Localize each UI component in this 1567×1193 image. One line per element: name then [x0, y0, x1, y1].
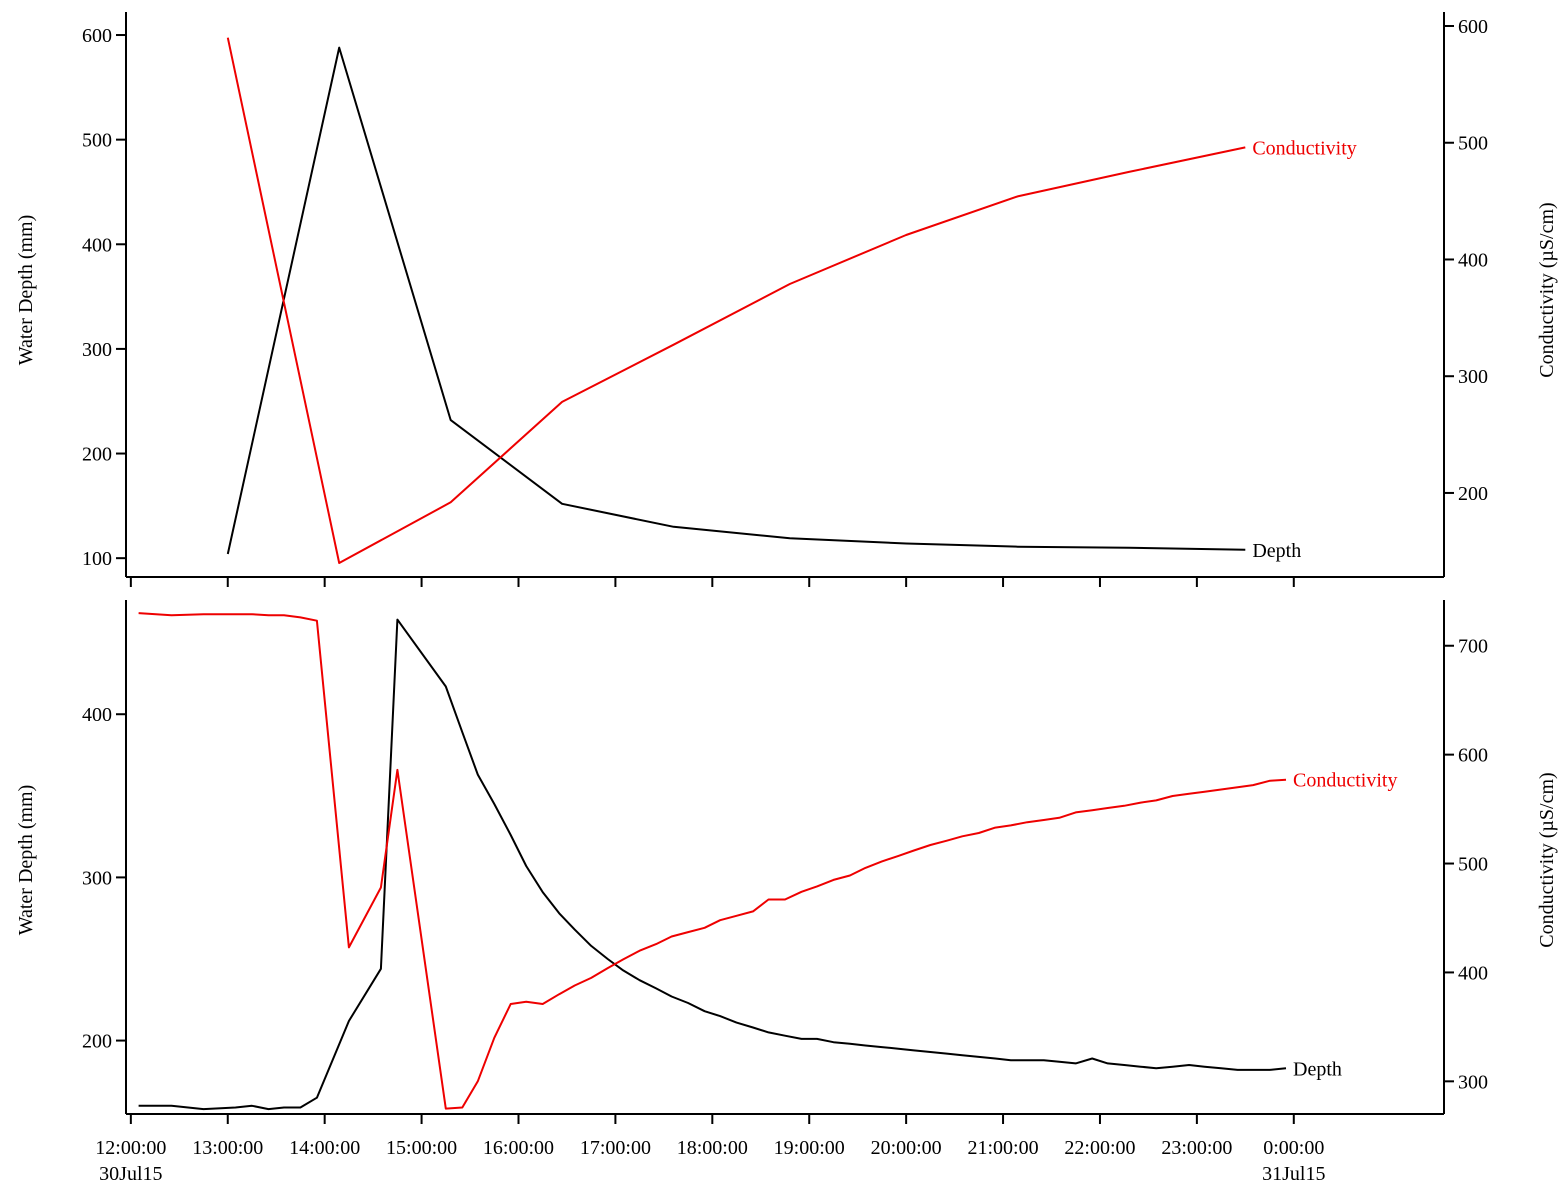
time-tick-label: 18:00:00 — [677, 1137, 748, 1159]
left-axis-title: Water Depth (mm) — [15, 785, 37, 936]
chart-panel-2: 200 300 400 300 400 500 600 700 Water Depth (mm)… — [15, 600, 1558, 1124]
series-line-depth — [138, 618, 1287, 1111]
series-label-depth: Depth — [1252, 540, 1301, 562]
left-tick-label: 200 — [82, 444, 112, 466]
time-tick-label: 13:00:00 — [192, 1137, 263, 1159]
left-axis-title: Water Depth (mm) — [15, 215, 37, 366]
time-tick-label: 12:00:00 — [95, 1137, 166, 1159]
right-tick-label: 400 — [1458, 249, 1488, 271]
series-label-conductivity: Conductivity — [1252, 137, 1356, 159]
series-label-conductivity: Conductivity — [1293, 770, 1397, 792]
time-tick-label: 21:00:00 — [967, 1137, 1038, 1159]
time-tick-label: 16:00:00 — [483, 1137, 554, 1159]
time-tick-label: 22:00:00 — [1064, 1137, 1135, 1159]
time-tick-label: 0:00:00 — [1263, 1137, 1324, 1159]
left-tick-label: 300 — [82, 339, 112, 361]
time-tick-label: 20:00:00 — [871, 1137, 942, 1159]
time-tick-label: 17:00:00 — [580, 1137, 651, 1159]
left-tick-label: 500 — [82, 130, 112, 152]
left-tick-label: 600 — [82, 25, 112, 47]
right-tick-label: 300 — [1458, 366, 1488, 388]
right-tick-label: 700 — [1458, 636, 1488, 658]
left-tick-label: 300 — [82, 867, 112, 889]
chart-panel-1: 100 200 300 400 500 600 200 300 400 500 600 Water D… — [15, 12, 1558, 587]
right-axis-title: Conductivity (µS/cm) — [1536, 202, 1558, 377]
right-tick-label: 600 — [1458, 16, 1488, 38]
right-tick-label: 400 — [1458, 962, 1488, 984]
right-tick-label: 200 — [1458, 483, 1488, 505]
series-line-conductivity — [138, 612, 1287, 1110]
series-line-conductivity — [226, 37, 1246, 564]
series-line-depth — [226, 46, 1246, 555]
date-tick-label: 31Jul15 — [1262, 1163, 1325, 1185]
time-tick-label: 14:00:00 — [289, 1137, 360, 1159]
left-tick-label: 400 — [82, 234, 112, 256]
date-tick-label: 30Jul15 — [99, 1163, 162, 1185]
right-tick-label: 500 — [1458, 133, 1488, 155]
time-tick-label: 19:00:00 — [774, 1137, 845, 1159]
right-axis-title: Conductivity (µS/cm) — [1536, 772, 1558, 947]
plot-panels: 100 200 300 400 500 600 200 300 400 500 600 Water D… — [15, 12, 1558, 1124]
time-axis: 12:00:00 30Jul15 13:00:00 14:00:00 15:00:00 1… — [95, 1137, 1325, 1185]
series-label-depth: Depth — [1293, 1058, 1342, 1080]
time-tick-label: 23:00:00 — [1161, 1137, 1232, 1159]
right-tick-label: 500 — [1458, 854, 1488, 876]
time-tick-label: 15:00:00 — [386, 1137, 457, 1159]
right-tick-label: 600 — [1458, 745, 1488, 767]
left-tick-label: 400 — [82, 704, 112, 726]
left-tick-label: 200 — [82, 1031, 112, 1053]
left-tick-label: 100 — [82, 548, 112, 570]
right-tick-label: 300 — [1458, 1071, 1488, 1093]
